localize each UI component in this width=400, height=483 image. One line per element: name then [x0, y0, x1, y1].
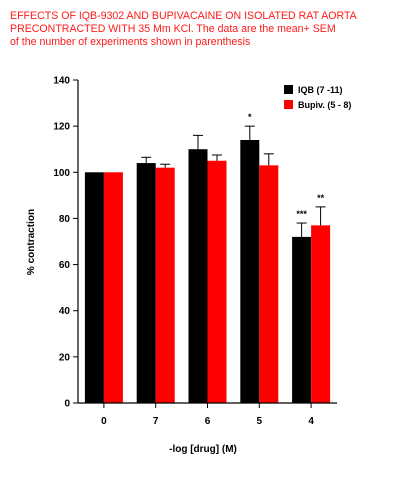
significance-mark: *	[248, 112, 252, 122]
y-tick-label: 100	[53, 168, 70, 179]
caption-line-2: PRECONTRACTED WITH 35 Mm KCl. The data a…	[10, 23, 336, 35]
caption-line-1: EFFECTS OF IQB-9302 AND BUPIVACAINE ON I…	[10, 10, 357, 22]
x-tick-label: 5	[257, 416, 263, 427]
x-tick-label: 0	[101, 416, 107, 427]
legend-swatch	[284, 100, 293, 109]
y-tick-label: 140	[53, 76, 70, 87]
bar	[155, 167, 175, 403]
y-tick-label: 20	[59, 352, 71, 363]
axes	[77, 80, 337, 404]
significance-mark: ***	[296, 209, 307, 219]
bar	[240, 139, 260, 403]
x-tick-label: 7	[153, 416, 159, 427]
y-axis-label: % contraction	[26, 209, 37, 275]
significance-marks: ******	[248, 112, 325, 219]
legend-label: Bupiv. (5 - 8)	[298, 100, 351, 110]
x-axis-label: -log [drug] (M)	[169, 444, 237, 455]
bar	[259, 165, 279, 403]
legend-swatch	[284, 85, 293, 94]
legend-label: IQB (7 -11)	[298, 85, 343, 95]
bar	[84, 172, 104, 403]
significance-mark: **	[317, 193, 325, 203]
caption-line-3: of the number of experiments shown in pa…	[10, 36, 251, 48]
bar	[207, 160, 227, 403]
tick-labels: 0 20 40 60 80 100 120 140 0 7 6 5 4	[53, 76, 314, 428]
y-axis-ticks	[73, 79, 312, 408]
x-tick-label: 6	[205, 416, 211, 427]
x-tick-label: 4	[308, 416, 314, 427]
y-tick-label: 80	[59, 214, 71, 225]
y-tick-label: 40	[59, 306, 71, 317]
bar	[311, 225, 331, 403]
y-tick-label: 120	[53, 122, 70, 133]
bar	[292, 236, 312, 403]
bar	[188, 149, 208, 403]
bars	[84, 139, 331, 403]
y-tick-label: 0	[64, 399, 70, 410]
figure-caption: EFFECTS OF IQB-9302 AND BUPIVACAINE ON I…	[10, 10, 395, 49]
bar	[136, 163, 156, 403]
bar	[103, 172, 123, 403]
y-tick-label: 60	[59, 260, 71, 271]
legend: IQB (7 -11) Bupiv. (5 - 8)	[284, 85, 351, 110]
error-bars	[141, 125, 326, 237]
